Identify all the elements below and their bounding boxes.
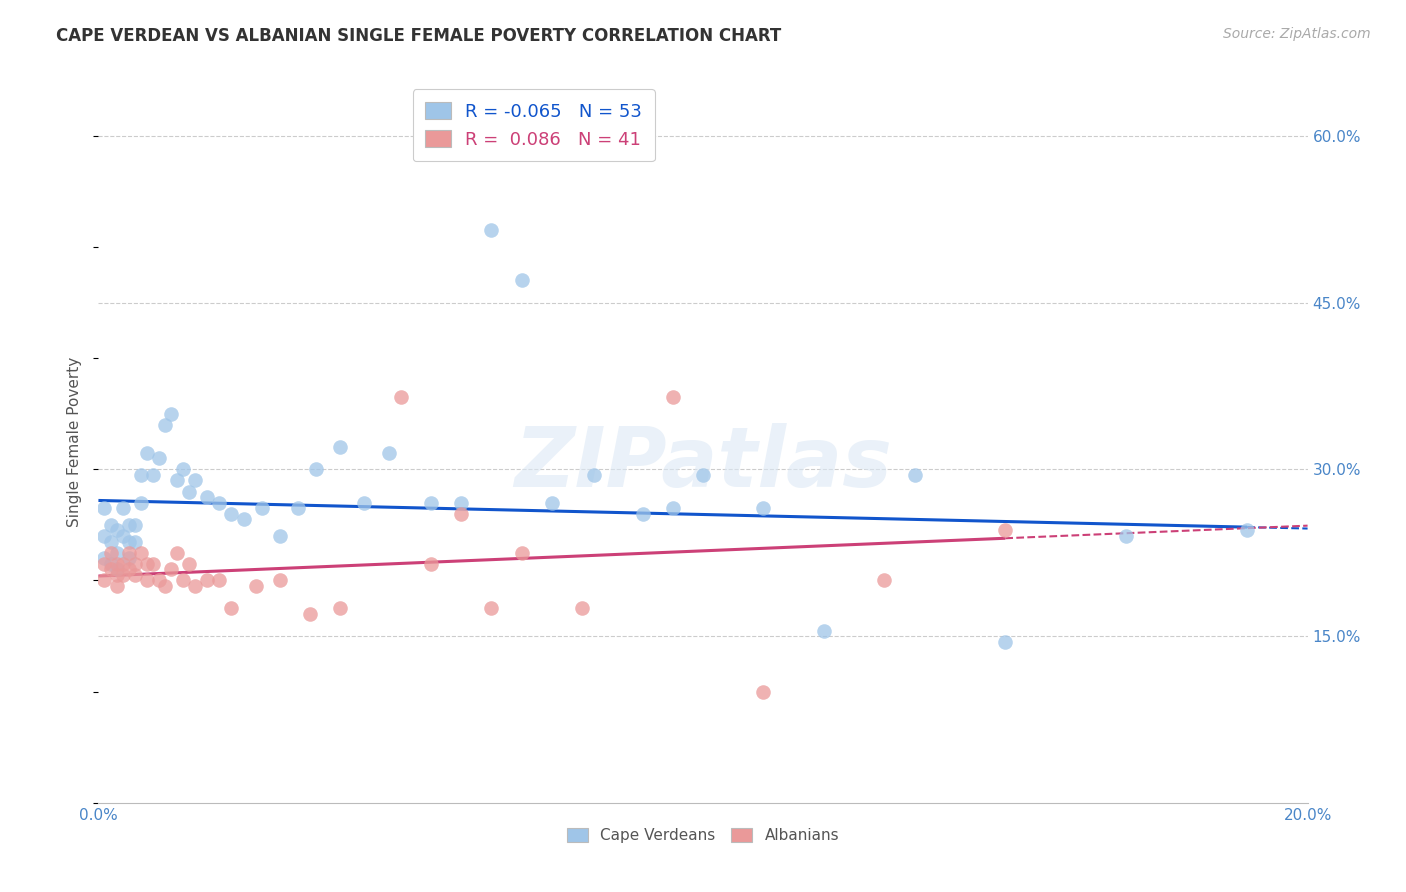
Point [1236,524,1258,538]
Point [129,546,152,560]
Point [904,467,927,482]
Text: Source: ZipAtlas.com: Source: ZipAtlas.com [1223,27,1371,41]
Point [166,546,188,560]
Point [661,390,683,404]
Point [153,579,176,593]
Point [250,501,273,516]
Point [221,601,243,615]
Point [93,551,115,566]
Point [420,557,443,571]
Point [353,496,375,510]
Point [179,484,201,499]
Point [105,568,128,582]
Point [329,601,352,615]
Point [583,467,606,482]
Point [148,574,170,588]
Point [111,568,134,582]
Y-axis label: Single Female Poverty: Single Female Poverty [67,357,83,526]
Point [208,496,231,510]
Point [305,462,328,476]
Point [269,574,291,588]
Point [93,574,115,588]
Point [692,467,714,482]
Text: ZIPatlas: ZIPatlas [515,423,891,504]
Point [232,512,254,526]
Point [142,557,165,571]
Point [269,529,291,543]
Point [124,557,146,571]
Point [245,579,267,593]
Point [124,568,146,582]
Point [994,524,1017,538]
Point [124,517,146,532]
Point [118,546,141,560]
Point [287,501,309,516]
Point [540,496,562,510]
Point [752,684,775,698]
Point [111,501,134,516]
Point [100,517,122,532]
Point [420,496,443,510]
Point [118,562,141,576]
Point [124,534,146,549]
Point [179,557,201,571]
Point [118,534,141,549]
Point [873,574,896,588]
Point [100,562,122,576]
Point [994,634,1017,648]
Point [481,223,503,237]
Point [100,534,122,549]
Point [142,467,165,482]
Point [221,507,243,521]
Point [172,574,194,588]
Point [111,557,134,571]
Point [195,574,218,588]
Point [118,517,141,532]
Point [184,579,207,593]
Point [208,574,231,588]
Point [450,507,472,521]
Point [813,624,835,638]
Point [105,557,128,571]
Point [571,601,593,615]
Point [160,407,183,421]
Point [752,501,775,516]
Point [160,562,183,576]
Point [1115,529,1137,543]
Point [105,524,128,538]
Point [135,574,157,588]
Point [389,390,412,404]
Point [105,579,128,593]
Point [93,557,115,571]
Point [299,607,322,621]
Point [329,440,352,454]
Point [111,529,134,543]
Point [450,496,472,510]
Point [481,601,503,615]
Point [118,551,141,566]
Point [377,445,399,459]
Point [631,507,654,521]
Point [129,467,152,482]
Point [510,273,533,287]
Point [105,546,128,560]
Text: CAPE VERDEAN VS ALBANIAN SINGLE FEMALE POVERTY CORRELATION CHART: CAPE VERDEAN VS ALBANIAN SINGLE FEMALE P… [56,27,782,45]
Point [166,474,188,488]
Point [93,529,115,543]
Point [129,496,152,510]
Point [100,557,122,571]
Point [661,501,683,516]
Point [100,546,122,560]
Legend: Cape Verdeans, Albanians: Cape Verdeans, Albanians [561,822,845,849]
Point [172,462,194,476]
Point [184,474,207,488]
Point [135,557,157,571]
Point [105,562,128,576]
Point [148,451,170,466]
Point [93,501,115,516]
Point [195,490,218,504]
Point [135,445,157,459]
Point [510,546,533,560]
Point [153,417,176,432]
